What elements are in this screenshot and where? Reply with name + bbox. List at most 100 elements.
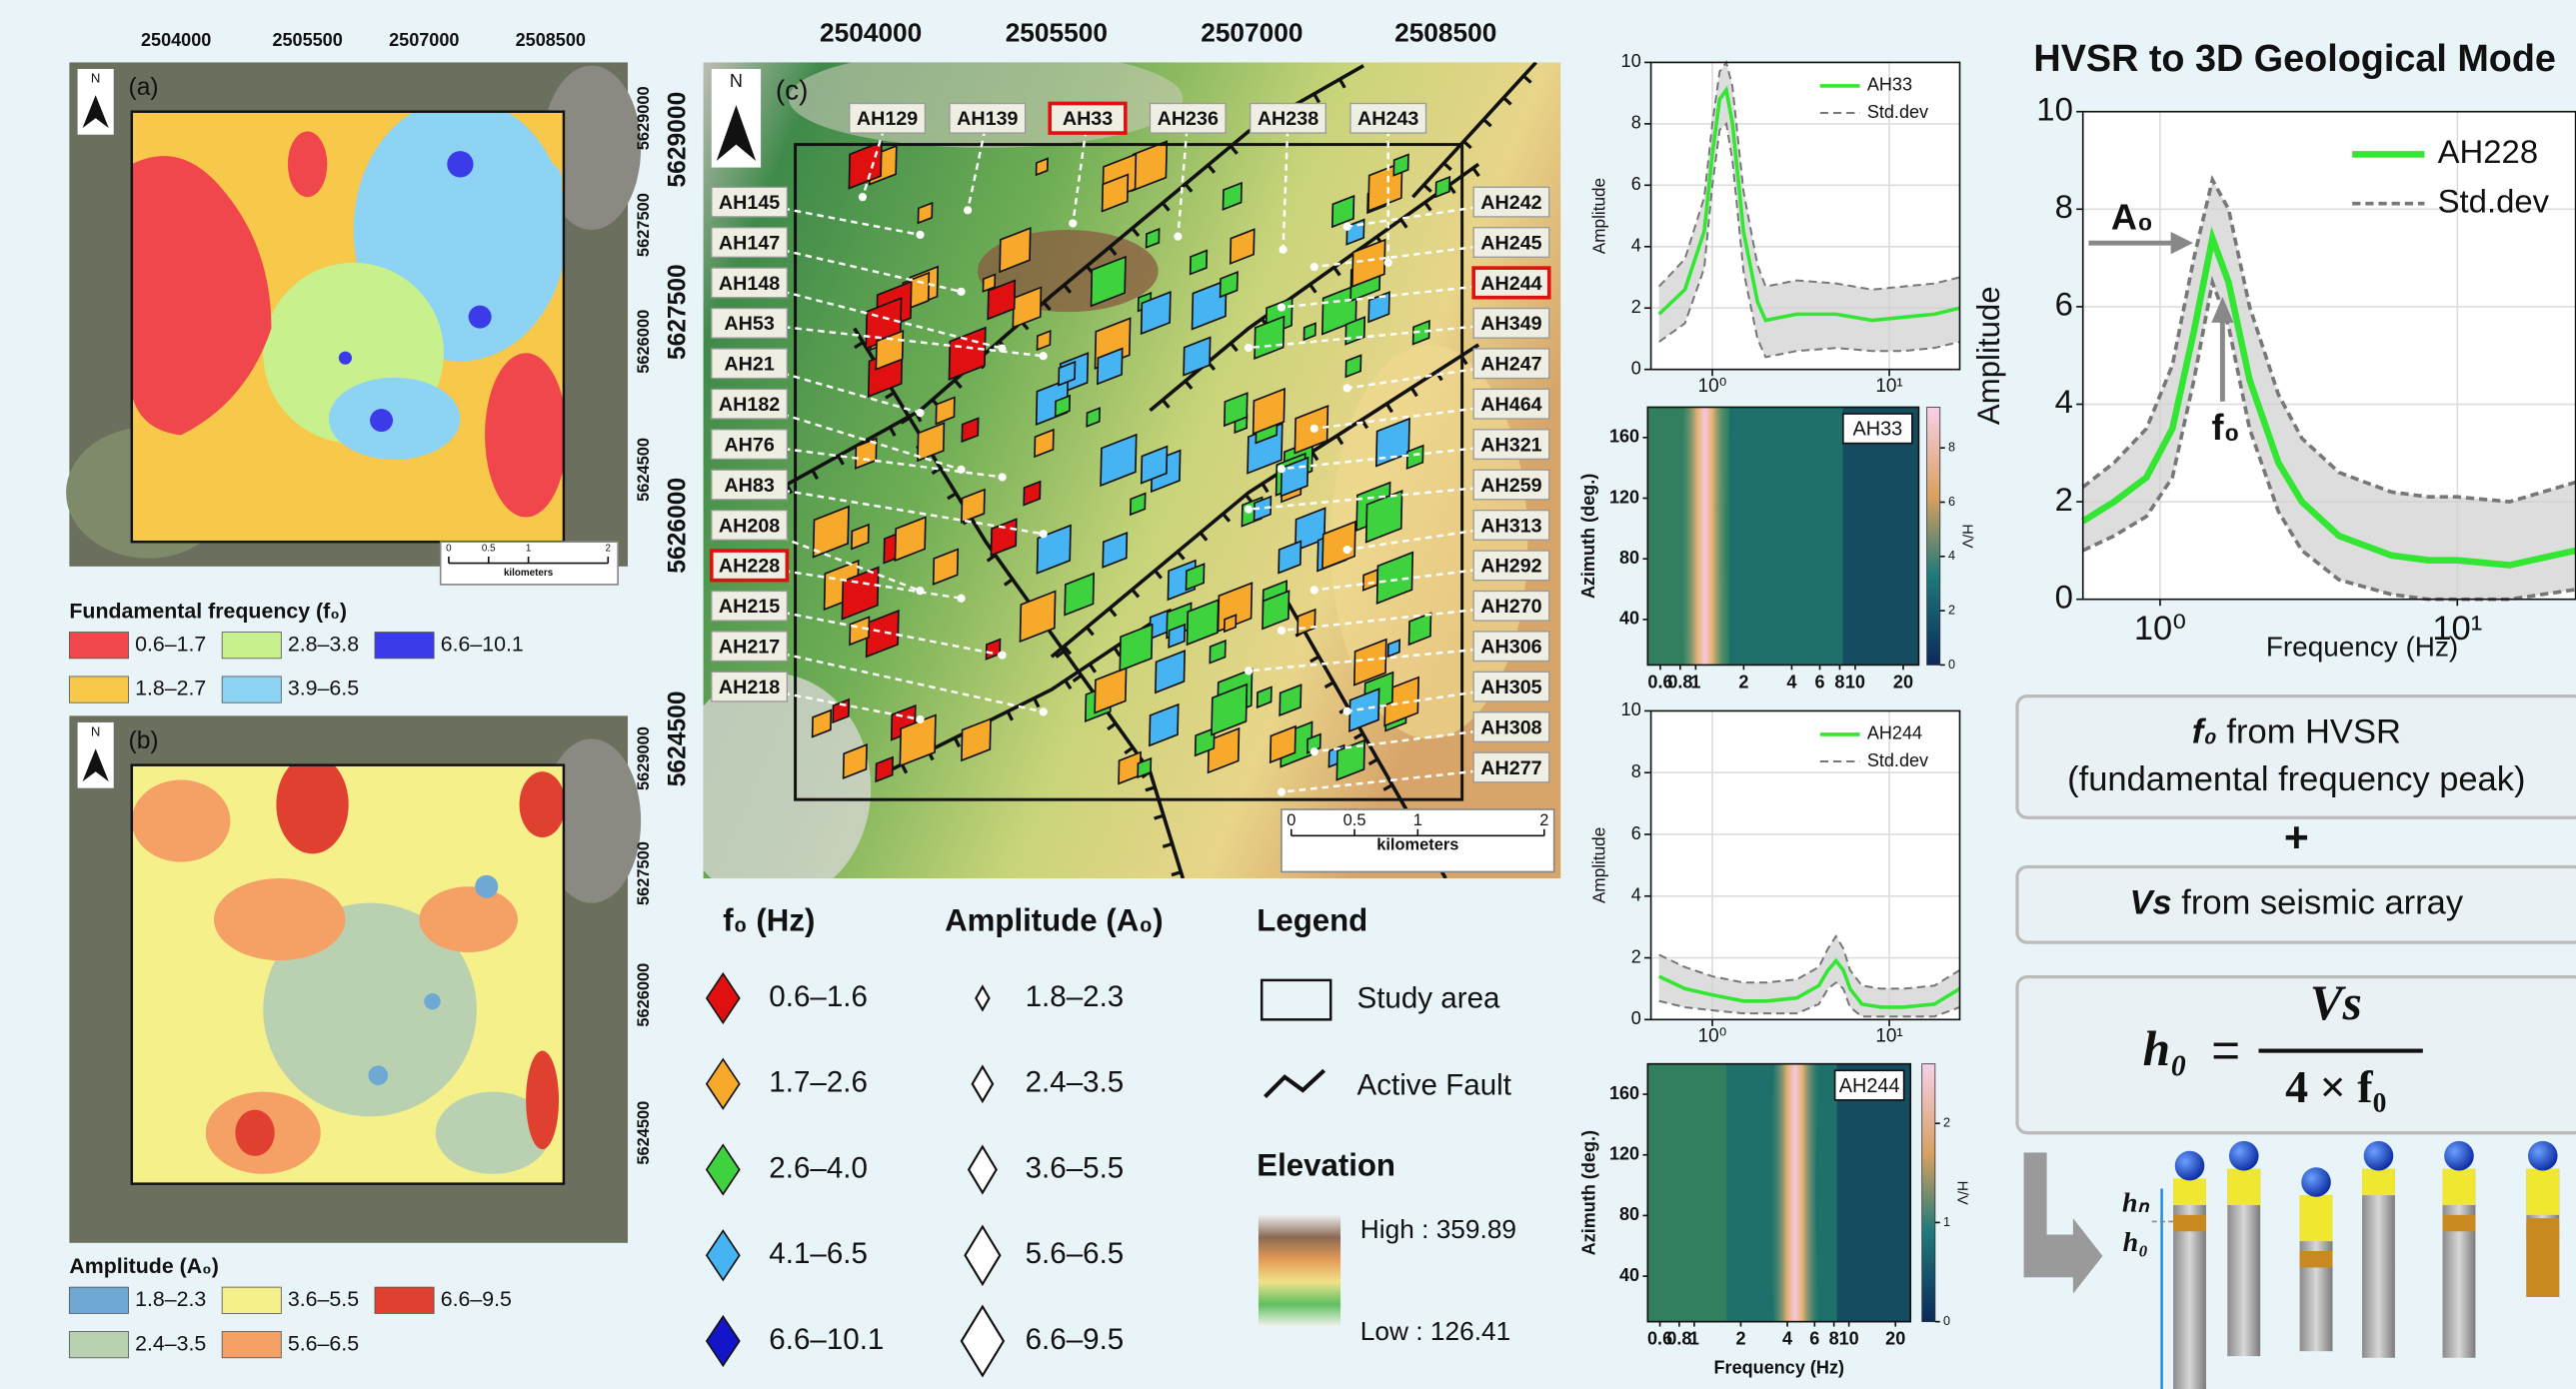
site-arrowhead [957, 288, 965, 296]
legend-label: 0.6–1.6 [769, 980, 868, 1013]
study-area-symbol [1262, 980, 1330, 1019]
zone [132, 779, 231, 861]
scale-label: 1 [526, 543, 531, 554]
legend-label: 1.8–2.3 [1026, 980, 1125, 1013]
legend-label: 6.6–9.5 [1026, 1323, 1125, 1356]
colorbar-label: 6 [1948, 495, 1955, 509]
x-tick-label: 8 [1834, 672, 1844, 692]
site-label: AH244 [1480, 273, 1541, 295]
f0-surface [132, 99, 567, 543]
site-label: AH277 [1480, 757, 1541, 779]
y-tick-label: 120 [1609, 487, 1639, 507]
site-label: AH208 [719, 515, 780, 537]
legend-label: Std.dev [2438, 182, 2550, 219]
column-marker [2229, 1141, 2259, 1171]
legend-label: Active Fault [1357, 1068, 1511, 1101]
legend-diamond [969, 1146, 997, 1192]
box-text: (fundamental frequency peak) [2067, 760, 2525, 798]
site-label: AH218 [719, 677, 780, 698]
y-tick-label: 10 [1621, 51, 1641, 71]
site-label: AH83 [724, 475, 774, 497]
body: { "map_a":{"label":"(a)","north":"N","x_… [0, 0, 2576, 1389]
legend-label: 6.6–10.1 [769, 1323, 884, 1356]
x-coord-label: 2505500 [1006, 17, 1108, 47]
scale-label: 0.5 [482, 543, 496, 554]
x-tick-label: 10⁰ [1698, 1026, 1727, 1047]
legend-swatch [69, 677, 128, 702]
x-coord-label: 2508500 [516, 30, 586, 50]
y-tick-label: 80 [1619, 548, 1639, 568]
column-label: h₀ [2123, 1227, 2148, 1258]
y-coord-label: 5624500 [664, 691, 691, 786]
legend-diamond [965, 1227, 1000, 1285]
zone [526, 1051, 559, 1150]
y-coord-label: 5627500 [635, 193, 653, 257]
y-coord-label: 5627500 [664, 264, 691, 360]
zone [447, 151, 473, 177]
site-arrowhead [1245, 506, 1253, 514]
map-b: N (b) [69, 715, 641, 1242]
panel-label: (b) [129, 727, 159, 754]
colorbar [1927, 407, 1940, 665]
y-coord-label: 5624500 [635, 438, 653, 502]
site-label: AH305 [1480, 677, 1541, 698]
legend-swatch [222, 1287, 281, 1313]
panel-title: HVSR to 3D Geological Mode [2033, 38, 2556, 80]
y-axis-label: Azimuth (deg.) [1578, 1130, 1598, 1255]
zone [523, 161, 562, 200]
site-arrowhead [1278, 465, 1286, 473]
x-coord-label: 2505500 [272, 30, 342, 50]
formula-denominator: 4 × f₀ [2285, 1061, 2386, 1112]
y-tick-label: 40 [1619, 609, 1639, 629]
y-tick-label: 10 [1621, 699, 1641, 719]
y-tick-label: 10 [2036, 90, 2073, 127]
text: from HVSR [2217, 713, 2401, 751]
y-tick-label: 8 [1631, 761, 1641, 781]
column-marker [2528, 1141, 2558, 1171]
site-label: AH53 [724, 313, 774, 335]
site-label: AH147 [719, 232, 780, 254]
x-tick-label: 20 [1885, 1328, 1905, 1348]
column-marker [2301, 1167, 2331, 1197]
x-tick-label: 4 [1782, 1328, 1792, 1348]
y-coord-label: 5626000 [664, 478, 691, 574]
north-label: N [91, 723, 100, 738]
colorbar-title: H/V [1958, 524, 1974, 548]
scale-unit: kilometers [504, 568, 554, 579]
y-tick-label: 6 [1631, 823, 1641, 843]
zone [368, 1065, 388, 1085]
zone [520, 771, 566, 837]
y-tick-label: 4 [1631, 885, 1641, 905]
legend-diamond [976, 986, 989, 1009]
site-label: AH238 [1258, 108, 1318, 130]
site-label: AH236 [1158, 108, 1219, 130]
heatmap-label: AH33 [1852, 419, 1902, 441]
y-axis-label: Amplitude [1971, 286, 2006, 425]
north-label: N [730, 71, 743, 91]
column-layer [2362, 1169, 2395, 1195]
x-tick-label: 0.8 [1667, 672, 1692, 692]
legend-label: 3.6–5.5 [288, 1287, 359, 1311]
y-tick-label: 0 [1631, 1008, 1641, 1028]
zone [276, 755, 348, 854]
legend-label: 1.7–2.6 [769, 1066, 868, 1099]
flow-arrow [2024, 1152, 2103, 1293]
site-label: AH464 [1480, 394, 1541, 416]
x-tick-label: 0.8 [1666, 1328, 1691, 1348]
y-tick-label: 2 [1631, 297, 1641, 317]
legend-label: 5.6–6.5 [288, 1331, 359, 1355]
y-tick-label: 2 [2055, 481, 2073, 518]
site-label: AH245 [1480, 232, 1541, 254]
heatmap-zone [1843, 407, 1919, 665]
column-layer [2300, 1195, 2333, 1241]
a0-surface [132, 755, 566, 1184]
site-label: AH228 [719, 556, 780, 578]
panel-label: (a) [129, 74, 159, 101]
legend-swatch [69, 1287, 128, 1313]
legend-label: 5.6–6.5 [1026, 1237, 1125, 1270]
site-arrowhead [1310, 425, 1318, 433]
colorbar-label: 2 [1943, 1116, 1950, 1130]
symbol: Vs [2130, 883, 2172, 921]
scale-label: 2 [1539, 811, 1548, 829]
site-arrowhead [1343, 223, 1351, 231]
